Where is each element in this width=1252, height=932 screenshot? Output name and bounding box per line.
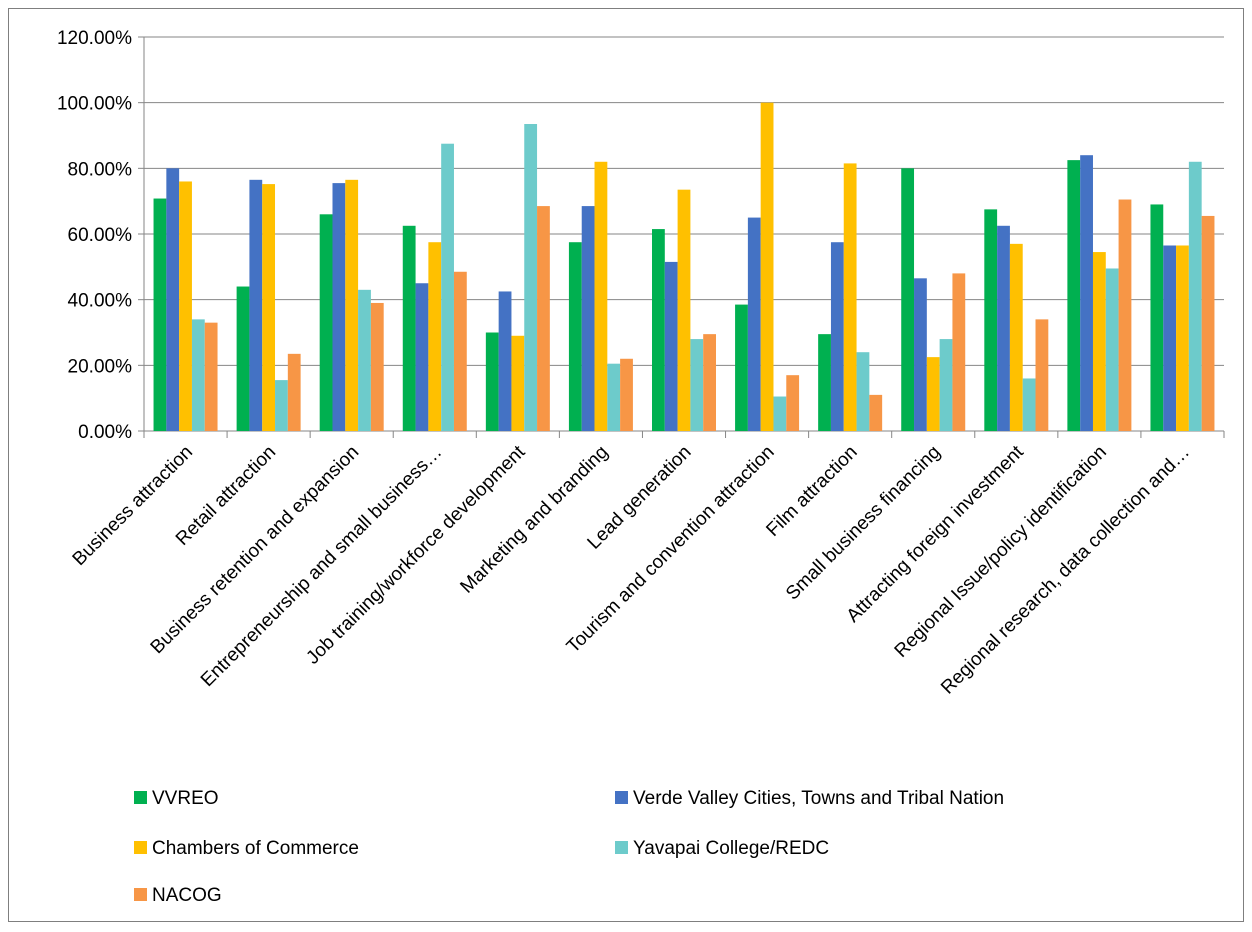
bar xyxy=(524,124,538,431)
bar xyxy=(428,242,442,431)
bar xyxy=(166,168,180,431)
bar xyxy=(249,179,263,431)
y-tick-label: 20.00% xyxy=(68,356,133,377)
bar xyxy=(402,225,416,431)
legend-swatch xyxy=(134,888,147,901)
bar xyxy=(319,214,333,431)
bar xyxy=(926,357,940,432)
bar xyxy=(511,335,525,431)
bar xyxy=(358,289,371,431)
bar xyxy=(581,206,595,431)
bar xyxy=(984,209,998,431)
legend-swatch xyxy=(134,791,147,804)
bar xyxy=(1022,378,1036,431)
x-category-label: Business attraction xyxy=(69,442,197,570)
bar xyxy=(153,198,167,431)
bar xyxy=(786,375,800,431)
bar xyxy=(914,278,927,431)
bar xyxy=(703,334,716,431)
bar xyxy=(204,322,218,431)
bar xyxy=(1092,252,1106,431)
bar xyxy=(818,334,831,431)
y-tick-label: 120.00% xyxy=(57,28,132,49)
bar xyxy=(1201,215,1215,431)
legend-swatch xyxy=(615,791,628,804)
bar xyxy=(1118,199,1132,431)
legend-swatch xyxy=(134,841,147,854)
bar xyxy=(332,183,346,431)
bar xyxy=(415,283,429,431)
bar xyxy=(1009,243,1023,431)
legend-label: Chambers of Commerce xyxy=(152,838,359,859)
bar xyxy=(607,363,621,431)
y-tick-label: 0.00% xyxy=(78,422,132,443)
bar xyxy=(843,163,857,431)
bar xyxy=(453,271,467,431)
bar xyxy=(677,189,691,431)
bar xyxy=(568,242,582,431)
y-tick-label: 40.00% xyxy=(68,291,133,312)
x-category-label: Attracting foreign investment xyxy=(843,441,1029,627)
bar xyxy=(997,225,1010,431)
y-tick-label: 80.00% xyxy=(68,159,133,180)
bar xyxy=(1176,245,1189,431)
bar xyxy=(345,179,359,431)
chart-area xyxy=(8,8,1244,922)
bar xyxy=(690,339,704,431)
bar xyxy=(1163,245,1177,431)
legend-label: VVREO xyxy=(152,788,219,809)
bar xyxy=(275,380,288,431)
bar xyxy=(594,161,608,431)
bar xyxy=(939,339,953,431)
bar xyxy=(236,286,250,431)
bar xyxy=(191,319,205,431)
legend-swatch xyxy=(615,841,628,854)
legend-label: Yavapai College/REDC xyxy=(633,838,829,859)
bar xyxy=(1080,155,1093,431)
bar xyxy=(262,184,276,431)
bar xyxy=(869,394,883,431)
x-category-label: Small business financing xyxy=(782,442,945,605)
x-category-label: Marketing and branding xyxy=(456,442,612,598)
bar xyxy=(747,217,761,431)
bar xyxy=(856,352,870,431)
bar xyxy=(901,168,915,431)
bar xyxy=(830,242,844,431)
bar xyxy=(664,261,678,431)
y-tick-label: 60.00% xyxy=(68,225,133,246)
bar xyxy=(735,304,748,431)
bar xyxy=(1105,268,1119,431)
bar xyxy=(760,102,774,432)
bar xyxy=(441,143,454,431)
bar xyxy=(652,229,665,431)
bar xyxy=(1188,161,1202,431)
bar xyxy=(773,396,787,431)
bar xyxy=(952,273,966,431)
bar xyxy=(287,353,301,431)
bar xyxy=(179,181,192,431)
y-tick-label: 100.00% xyxy=(57,94,132,115)
bar xyxy=(1150,204,1164,431)
bar xyxy=(485,332,499,431)
bar xyxy=(498,291,512,431)
legend-label: Verde Valley Cities, Towns and Tribal Na… xyxy=(633,788,1004,809)
bar xyxy=(537,206,550,431)
bar xyxy=(370,302,384,431)
bar xyxy=(1067,160,1081,432)
legend-label: NACOG xyxy=(152,885,222,906)
bar xyxy=(1035,319,1049,431)
bar xyxy=(620,358,633,431)
